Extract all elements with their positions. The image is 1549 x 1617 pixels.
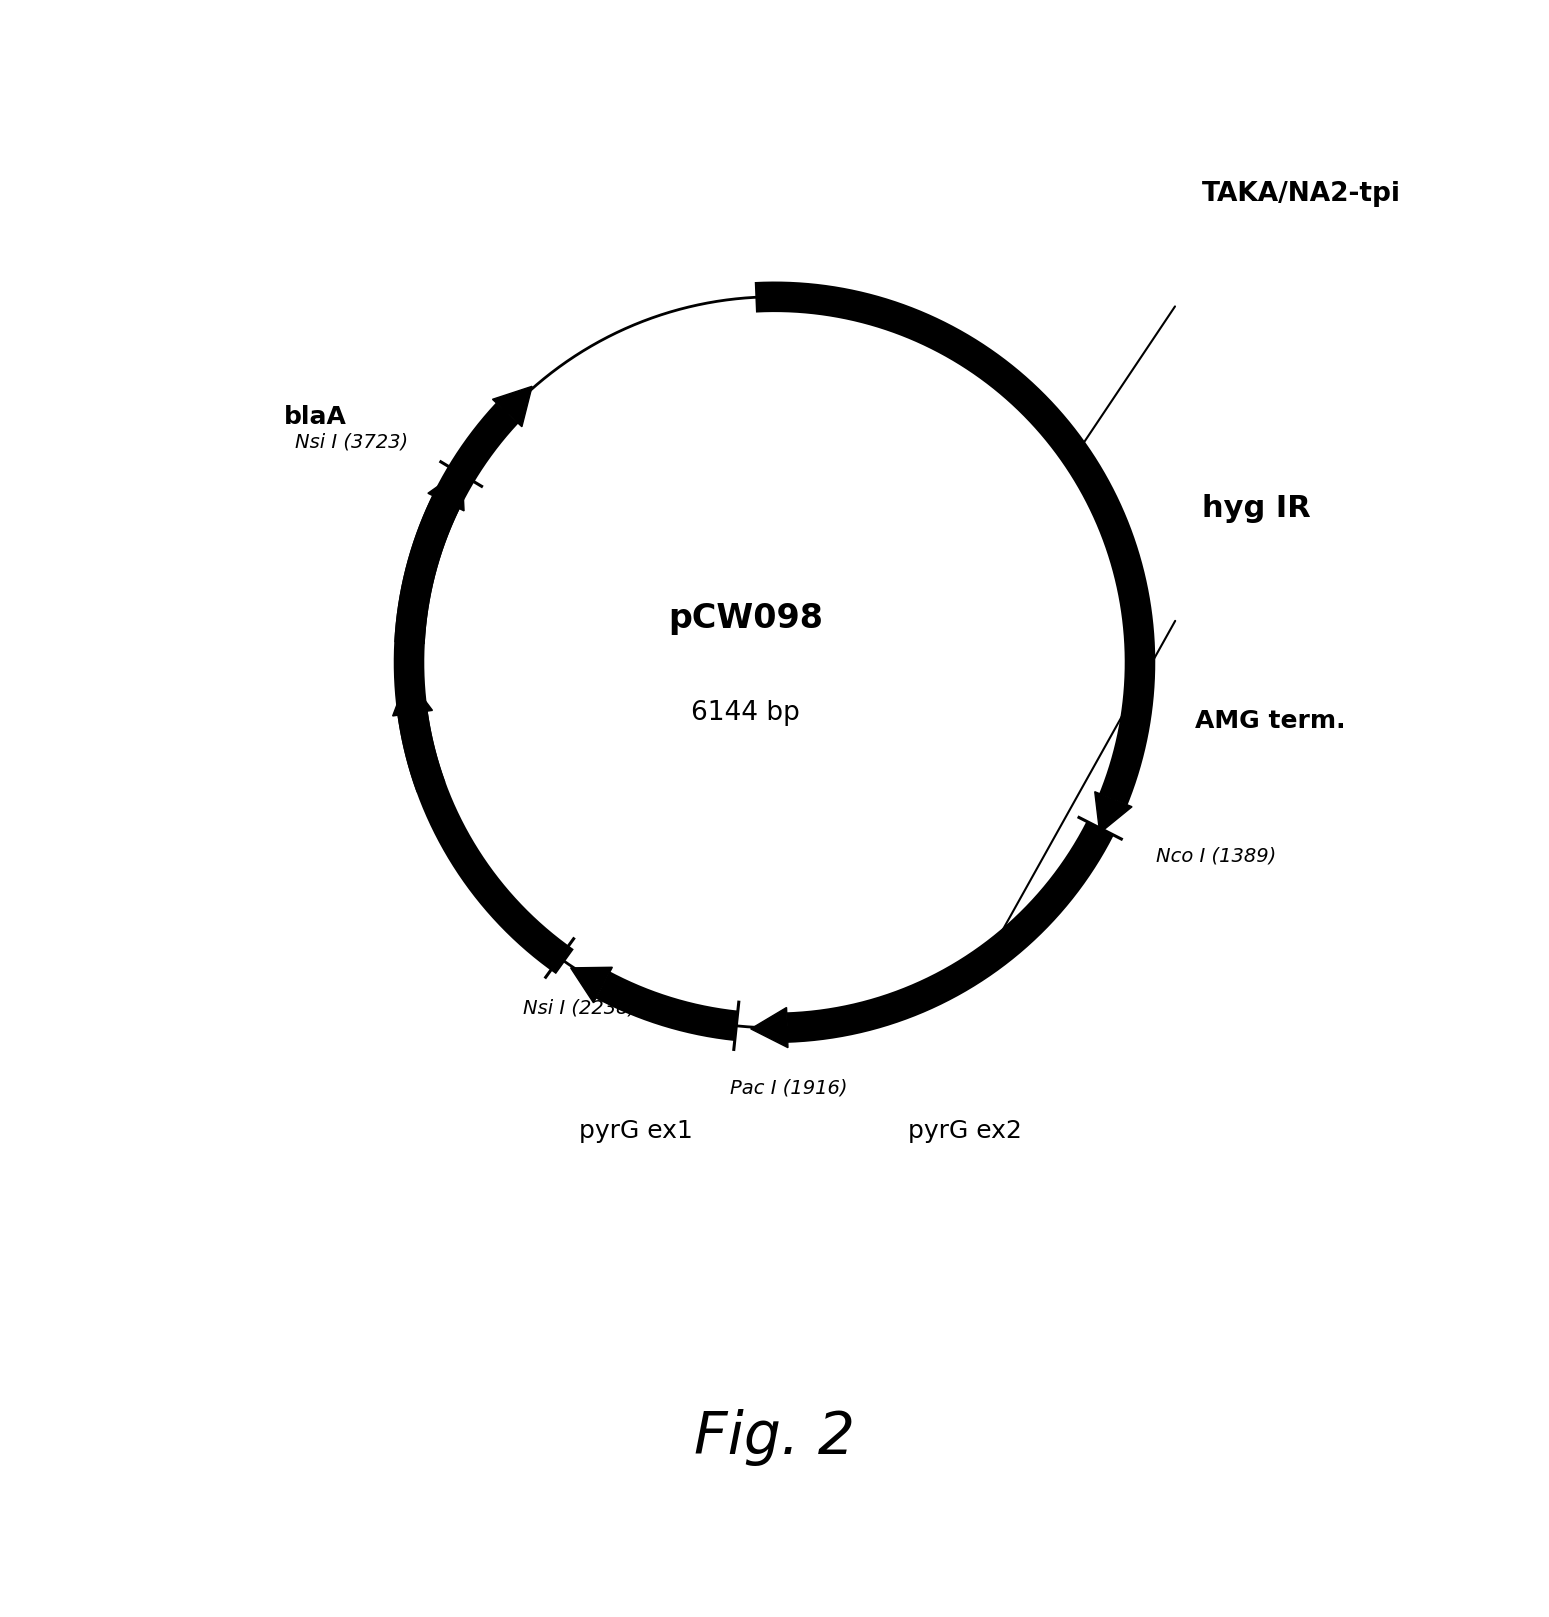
Text: pyrG ex2: pyrG ex2 <box>908 1119 1021 1143</box>
Polygon shape <box>392 678 432 716</box>
Text: AMG term.: AMG term. <box>1194 708 1346 733</box>
Polygon shape <box>570 967 612 1003</box>
Text: Nsi I (3723): Nsi I (3723) <box>294 433 407 451</box>
Polygon shape <box>428 469 465 511</box>
Polygon shape <box>751 1007 788 1048</box>
Text: Nco I (1389): Nco I (1389) <box>1156 847 1276 867</box>
Text: Pac I (1916): Pac I (1916) <box>730 1079 847 1096</box>
Text: TAKA/NA2-tpi: TAKA/NA2-tpi <box>1202 181 1402 207</box>
Polygon shape <box>1095 792 1132 833</box>
Text: 6144 bp: 6144 bp <box>691 700 799 726</box>
Text: hyg IR: hyg IR <box>1202 495 1310 524</box>
Polygon shape <box>493 386 533 427</box>
Text: Fig. 2: Fig. 2 <box>694 1408 855 1465</box>
Text: Nsi I (2238): Nsi I (2238) <box>524 999 637 1017</box>
Text: blaA: blaA <box>283 406 347 430</box>
Text: pCW098: pCW098 <box>668 602 823 635</box>
Text: pyrG ex1: pyrG ex1 <box>579 1119 692 1143</box>
